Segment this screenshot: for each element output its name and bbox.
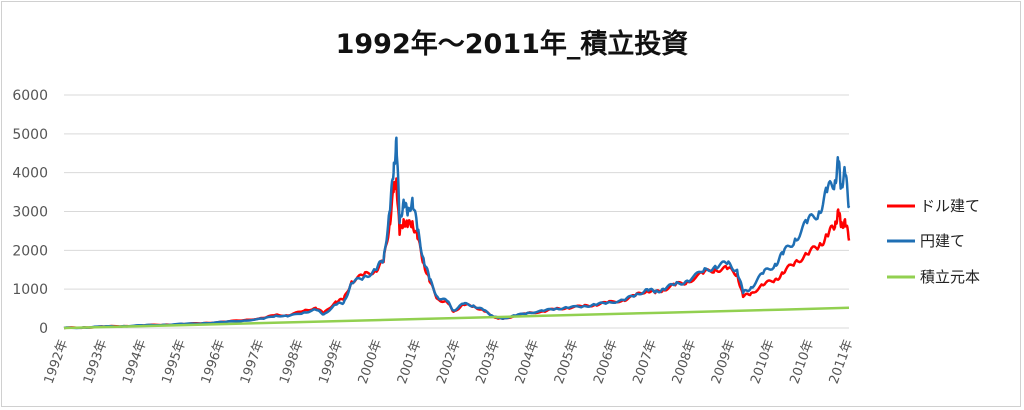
x-tick-label: 1995年	[159, 338, 189, 386]
x-tick-label: 2010年	[748, 338, 778, 386]
x-tick-label: 2006年	[591, 338, 621, 386]
x-tick-label: 2001年	[395, 338, 425, 386]
x-tick-label: 1997年	[238, 338, 268, 386]
x-tick-label: 2002年	[434, 338, 464, 386]
x-tick-label: 2005年	[552, 338, 582, 386]
x-tick: 2009年	[709, 338, 739, 386]
x-tick: 1995年	[159, 338, 189, 386]
x-tick: 2006年	[591, 338, 621, 386]
x-tick-label: 2009年	[709, 338, 739, 386]
y-tick-label: 0	[39, 321, 48, 337]
series-line-2	[63, 306, 850, 330]
x-tick-label: 2008年	[670, 338, 700, 386]
x-tick: 2010年	[787, 338, 817, 386]
x-tick: 2010年	[748, 338, 778, 386]
y-tick-label: 4000	[12, 166, 48, 182]
y-tick-label: 5000	[12, 127, 48, 143]
x-tick-label: 1996年	[199, 338, 229, 386]
x-tick-label: 2000年	[356, 338, 386, 386]
legend-item: ドル建て	[887, 197, 980, 215]
series-line-1	[63, 136, 851, 330]
x-tick-label: 1993年	[81, 338, 111, 386]
x-tick: 1996年	[199, 338, 229, 386]
x-tick-label: 2004年	[513, 338, 543, 386]
x-tick: 1992年	[42, 338, 72, 386]
x-tick: 2007年	[630, 338, 660, 386]
x-tick: 1998年	[277, 338, 307, 386]
legend-label: 円建て	[920, 232, 965, 250]
series-lines	[63, 136, 851, 330]
x-tick-label: 1999年	[316, 338, 346, 386]
x-tick: 1993年	[81, 338, 111, 386]
x-tick: 1999年	[316, 338, 346, 386]
x-tick-label: 1998年	[277, 338, 307, 386]
series-line-0	[63, 177, 851, 330]
legend-label: ドル建て	[920, 197, 980, 215]
x-tick-label: 2010年	[787, 338, 817, 386]
y-tick-label: 1000	[12, 282, 48, 298]
x-tick: 1994年	[120, 338, 150, 386]
x-tick: 2011年	[827, 338, 857, 386]
x-tick-label: 1992年	[42, 338, 72, 386]
x-tick-label: 2003年	[473, 338, 503, 386]
x-tick: 2000年	[356, 338, 386, 386]
x-axis-ticks: 1992年 1993年 1994年 1995年 1996年 1997年 1998年 1999年…	[42, 338, 857, 386]
x-tick: 1997年	[238, 338, 268, 386]
y-tick-label: 3000	[12, 205, 48, 221]
x-tick: 2004年	[513, 338, 543, 386]
x-tick-label: 2011年	[827, 338, 857, 386]
x-tick: 2005年	[552, 338, 582, 386]
x-tick-label: 2007年	[630, 338, 660, 386]
x-tick-label: 1994年	[120, 338, 150, 386]
x-tick: 2003年	[473, 338, 503, 386]
y-axis-ticks: 0 1000 2000 3000 4000 5000 6000	[12, 88, 48, 337]
gridlines	[64, 94, 849, 329]
x-tick: 2008年	[670, 338, 700, 386]
x-tick: 2001年	[395, 338, 425, 386]
legend-label: 積立元本	[920, 268, 980, 286]
legend-item: 積立元本	[887, 268, 980, 286]
y-tick-label: 2000	[12, 243, 48, 259]
x-tick: 2002年	[434, 338, 464, 386]
chart-title: 1992年～2011年_積立投資	[335, 29, 689, 60]
y-tick-label: 6000	[12, 88, 48, 104]
legend-item: 円建て	[887, 232, 965, 250]
